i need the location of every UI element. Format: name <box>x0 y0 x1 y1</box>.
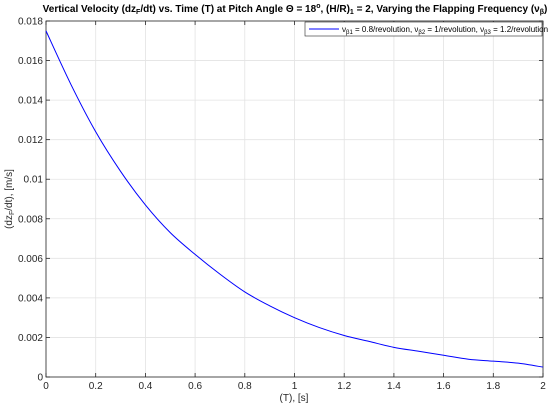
series-layer <box>45 30 544 368</box>
y-tick-label: 0.002 <box>18 333 43 344</box>
x-tick-label: 1.6 <box>437 381 451 392</box>
x-tick-label: 0 <box>43 381 49 392</box>
y-tick-label: 0 <box>37 373 43 384</box>
x-tick-label: 0.6 <box>188 381 202 392</box>
chart-title: Vertical Velocity (dzF/dt) vs. Time (T) … <box>43 3 548 16</box>
series-line <box>45 30 544 368</box>
x-tick-label: 0.4 <box>138 381 152 392</box>
x-tick-label: 0.8 <box>238 381 252 392</box>
y-tick-label: 0.014 <box>18 96 43 107</box>
y-tick-label: 0.01 <box>24 175 44 186</box>
x-tick-label: 1.2 <box>337 381 351 392</box>
y-tick-label: 0.012 <box>18 135 43 146</box>
grid <box>45 20 544 378</box>
x-tick-label: 1.4 <box>387 381 401 392</box>
y-tick-label: 0.004 <box>18 293 43 304</box>
x-tick-label: 1.8 <box>486 381 500 392</box>
y-tick-label: 0.018 <box>18 17 43 28</box>
legend-box <box>304 21 543 37</box>
y-axis-title: (dzF/dt), [m/s] <box>4 169 16 229</box>
x-tick-label: 1 <box>292 381 298 392</box>
x-tick-label: 0.2 <box>89 381 103 392</box>
x-tick-label: 2 <box>540 381 546 392</box>
x-axis-title: (T), [s] <box>280 393 309 404</box>
y-tick-label: 0.006 <box>18 254 43 265</box>
y-tick-label: 0.016 <box>18 56 43 67</box>
axis-ticks: 0 0.2 0.4 0.6 0.8 1 1.2 1.4 1.6 1.8 2 0 0.002 0.004 0.… <box>18 17 546 393</box>
legend: νβ1 = 0.8/revolution, νβ2 = 1/revolution… <box>304 21 548 37</box>
y-tick-label: 0.008 <box>18 214 43 225</box>
legend-label: νβ1 = 0.8/revolution, νβ2 = 1/revolution… <box>342 25 548 36</box>
